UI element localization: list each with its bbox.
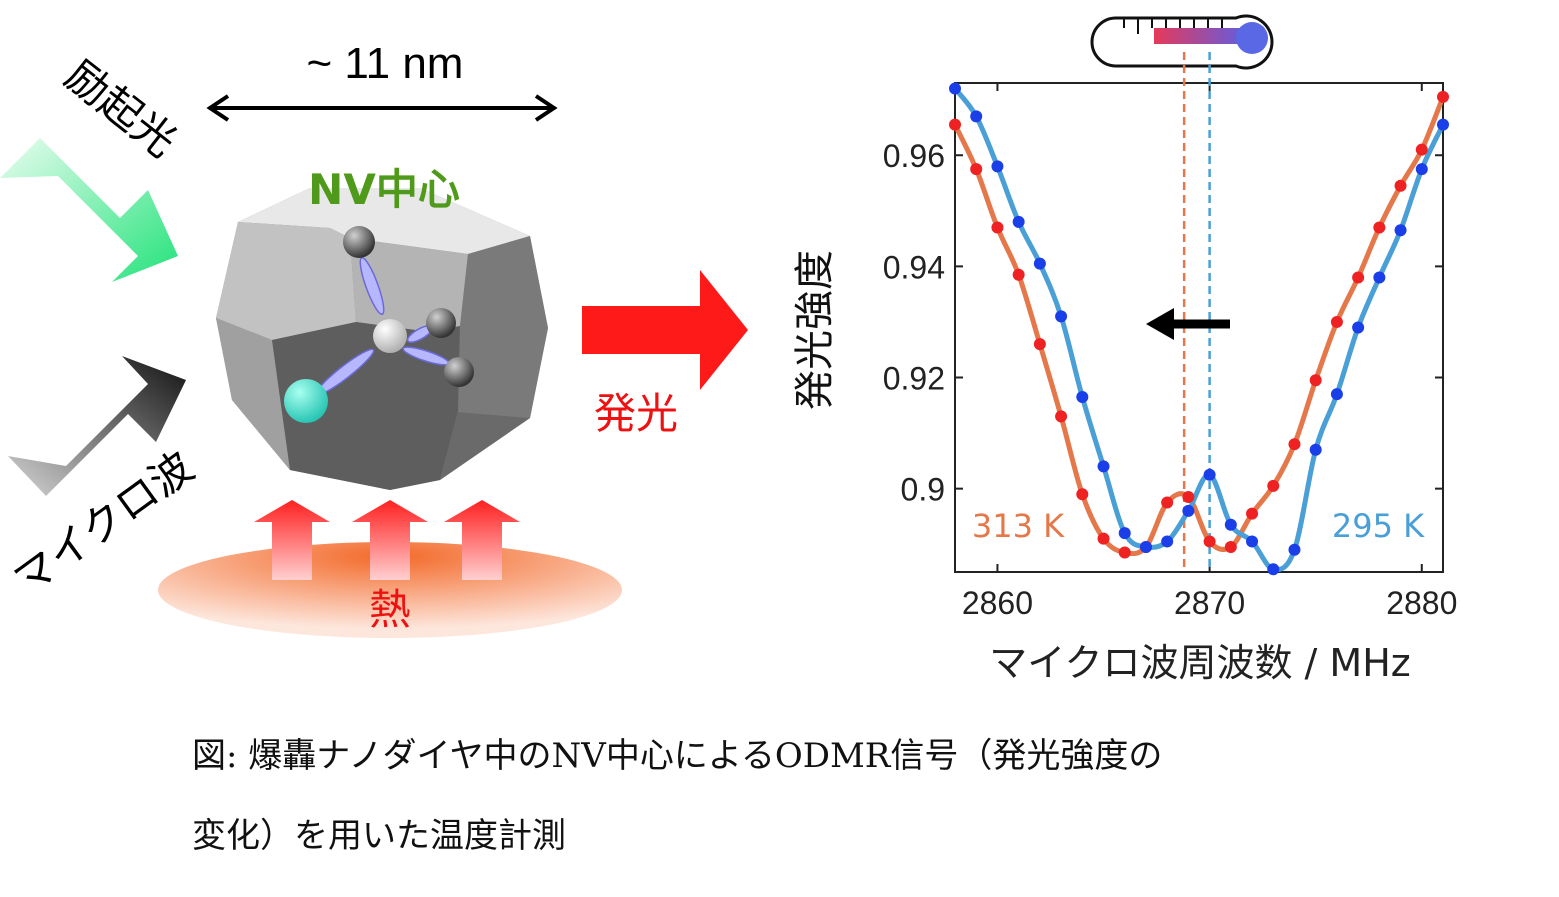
data-point-295k xyxy=(970,110,983,123)
nitrogen-atom xyxy=(284,379,328,423)
x-tick-label: 2860 xyxy=(962,585,1033,621)
data-point-295k xyxy=(1139,540,1152,553)
data-point-295k xyxy=(1267,563,1280,576)
data-point-313k xyxy=(970,163,983,176)
emission-arrow xyxy=(582,270,748,390)
data-point-295k xyxy=(1097,460,1110,473)
figure-caption-line-1: 図: 爆轟ナノダイヤ中のNV中心によるODMR信号（発光強度の xyxy=(192,736,1163,776)
data-point-295k xyxy=(1437,118,1449,131)
data-point-295k xyxy=(1033,257,1046,270)
thermometer-icon xyxy=(1090,14,1274,70)
data-point-295k xyxy=(1076,390,1089,403)
data-point-313k xyxy=(1033,338,1046,351)
data-point-295k xyxy=(1352,321,1365,334)
x-tick-label: 2880 xyxy=(1386,585,1457,621)
heat-arrows xyxy=(254,500,520,580)
data-point-313k xyxy=(1394,179,1407,192)
data-point-295k xyxy=(1203,468,1216,481)
data-point-295k xyxy=(1330,388,1343,401)
data-point-313k xyxy=(1246,507,1259,520)
data-point-295k xyxy=(991,160,1004,173)
data-point-295k xyxy=(1373,271,1386,284)
data-point-313k xyxy=(1437,90,1449,103)
data-point-295k xyxy=(1182,504,1195,517)
data-point-313k xyxy=(1267,479,1280,492)
data-point-313k xyxy=(991,221,1004,234)
data-point-313k xyxy=(1352,271,1365,284)
data-point-313k xyxy=(1076,488,1089,501)
heat-label: 熱 xyxy=(369,585,411,634)
data-point-313k xyxy=(1097,532,1110,545)
data-point-295k xyxy=(1415,163,1428,176)
nv-center-label: NV中心 xyxy=(308,165,460,214)
data-point-295k xyxy=(1394,224,1407,237)
data-point-295k xyxy=(1224,518,1237,531)
data-point-295k xyxy=(1161,535,1174,548)
x-axis-label: マイクロ波周波数 / MHz xyxy=(989,641,1411,685)
excitation-arrow xyxy=(0,138,178,282)
data-point-295k xyxy=(1288,543,1301,556)
legend-313k: 313 K xyxy=(972,507,1065,545)
vacancy-site xyxy=(373,319,407,353)
data-point-295k xyxy=(1309,443,1322,456)
emission-label: 発光 xyxy=(594,389,678,438)
data-point-313k xyxy=(1330,315,1343,328)
data-point-313k xyxy=(1012,268,1025,281)
legend-295k: 295 K xyxy=(1332,507,1425,545)
data-point-313k xyxy=(1224,540,1237,553)
data-point-313k xyxy=(1055,410,1068,423)
data-point-295k xyxy=(949,82,961,95)
data-point-313k xyxy=(949,118,961,131)
size-double-arrow xyxy=(206,94,558,122)
data-point-313k xyxy=(1203,535,1216,548)
y-tick-label: 0.96 xyxy=(883,138,945,174)
data-point-313k xyxy=(1288,438,1301,451)
y-tick-label: 0.9 xyxy=(901,472,945,508)
size-label: ~ 11 nm xyxy=(307,39,464,88)
y-tick-label: 0.92 xyxy=(883,361,945,397)
microwave-arrow xyxy=(8,356,186,496)
y-tick-label: 0.94 xyxy=(883,249,945,285)
data-point-295k xyxy=(1055,310,1068,323)
y-axis-label: 発光強度 xyxy=(792,250,838,410)
data-point-313k xyxy=(1161,496,1174,509)
data-point-295k xyxy=(1246,535,1259,548)
nv-center-molecule xyxy=(284,226,474,423)
carbon-atom xyxy=(343,226,375,258)
x-tick-label: 2870 xyxy=(1174,585,1245,621)
data-point-295k xyxy=(1118,527,1131,540)
data-point-313k xyxy=(1309,374,1322,387)
data-point-313k xyxy=(1182,490,1195,503)
data-point-295k xyxy=(1012,215,1025,228)
data-point-313k xyxy=(1415,143,1428,156)
figure-caption-line-2: 変化）を用いた温度計測 xyxy=(192,816,566,856)
carbon-atom xyxy=(426,308,456,338)
data-point-313k xyxy=(1118,546,1131,559)
data-point-313k xyxy=(1373,221,1386,234)
carbon-atom xyxy=(444,357,474,387)
shift-arrow-head-icon xyxy=(1146,308,1174,340)
